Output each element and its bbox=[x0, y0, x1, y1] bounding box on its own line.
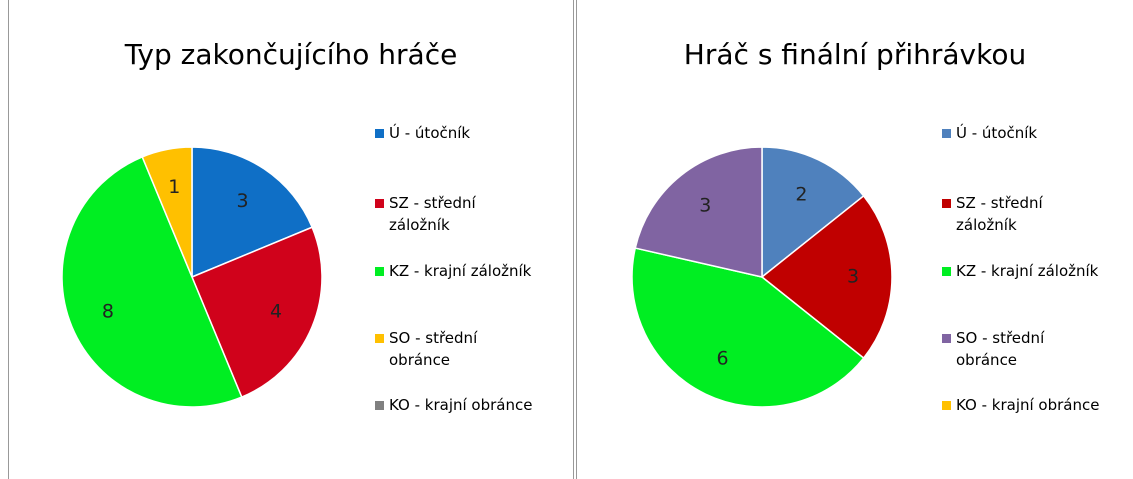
legend-swatch bbox=[375, 401, 384, 410]
chart-title: Hráč s finální přihrávkou bbox=[683, 38, 1027, 71]
legend-label: KO - krajní obránce bbox=[956, 396, 1100, 414]
legend-label: KZ - krajní záložník bbox=[956, 262, 1099, 280]
legend-label: KZ - krajní záložník bbox=[389, 262, 532, 280]
legend-label: SZ - střední záložník bbox=[389, 194, 476, 234]
legend-label: Ú - útočník bbox=[389, 124, 471, 142]
pie-slice bbox=[634, 146, 763, 278]
legend-swatch bbox=[942, 129, 951, 138]
legend-item: KZ - krajní záložník bbox=[942, 260, 1102, 282]
legend-swatch bbox=[375, 267, 384, 276]
legend-item: SZ - střední záložník bbox=[942, 192, 1102, 236]
legend-item: KO - krajní obránce bbox=[375, 394, 535, 416]
legend-item: Ú - útočník bbox=[942, 122, 1102, 144]
pie-slice bbox=[631, 247, 865, 408]
legend-item: KZ - krajní záložník bbox=[375, 260, 535, 282]
legend-swatch bbox=[375, 199, 384, 208]
legend-item: SO - střední obránce bbox=[375, 327, 535, 371]
legend-label: Ú - útočník bbox=[956, 124, 1038, 142]
pie-chart: 2 3 6 3 bbox=[631, 146, 893, 408]
frame-line bbox=[573, 0, 574, 479]
pie-slice bbox=[760, 194, 893, 360]
chart-title: Typ zakončujícího hráče bbox=[124, 38, 458, 71]
pie-chart: 3 4 8 1 bbox=[61, 146, 323, 408]
data-label: 3 bbox=[699, 194, 711, 216]
legend-item: KO - krajní obránce bbox=[942, 394, 1102, 416]
legend-swatch bbox=[375, 129, 384, 138]
pie-slice bbox=[191, 146, 314, 279]
legend-item: Ú - útočník bbox=[375, 122, 535, 144]
data-label: 2 bbox=[795, 184, 807, 206]
data-label: 1 bbox=[168, 176, 180, 198]
legend-swatch bbox=[942, 199, 951, 208]
legend-label: KO - krajní obránce bbox=[389, 396, 533, 414]
chart-panel: Hráč s finální přihrávkou 2 3 6 3 Ú - útočník… bbox=[577, 0, 1133, 479]
pie-slice bbox=[141, 146, 193, 278]
data-label: 3 bbox=[237, 190, 249, 212]
legend-label: SZ - střední záložník bbox=[956, 194, 1043, 234]
legend-label: SO - střední obránce bbox=[956, 329, 1045, 369]
legend-item: SZ - střední záložník bbox=[375, 192, 535, 236]
data-label: 3 bbox=[847, 266, 859, 288]
pie-slice bbox=[761, 146, 865, 279]
data-label: 8 bbox=[102, 300, 114, 322]
legend-item: SO - střední obránce bbox=[942, 327, 1102, 371]
frame-line bbox=[576, 0, 577, 479]
legend-label: SO - střední obránce bbox=[389, 329, 478, 369]
legend-swatch bbox=[942, 334, 951, 343]
chart-panel: Typ zakončujícího hráče 3 4 8 1 Ú - útočník SZ… bbox=[9, 0, 573, 479]
data-label: 6 bbox=[716, 347, 728, 369]
data-label: 4 bbox=[270, 300, 282, 322]
pie-slice bbox=[61, 155, 243, 408]
legend-swatch bbox=[942, 401, 951, 410]
legend-swatch bbox=[942, 267, 951, 276]
frame-line bbox=[8, 0, 9, 479]
legend-swatch bbox=[375, 334, 384, 343]
